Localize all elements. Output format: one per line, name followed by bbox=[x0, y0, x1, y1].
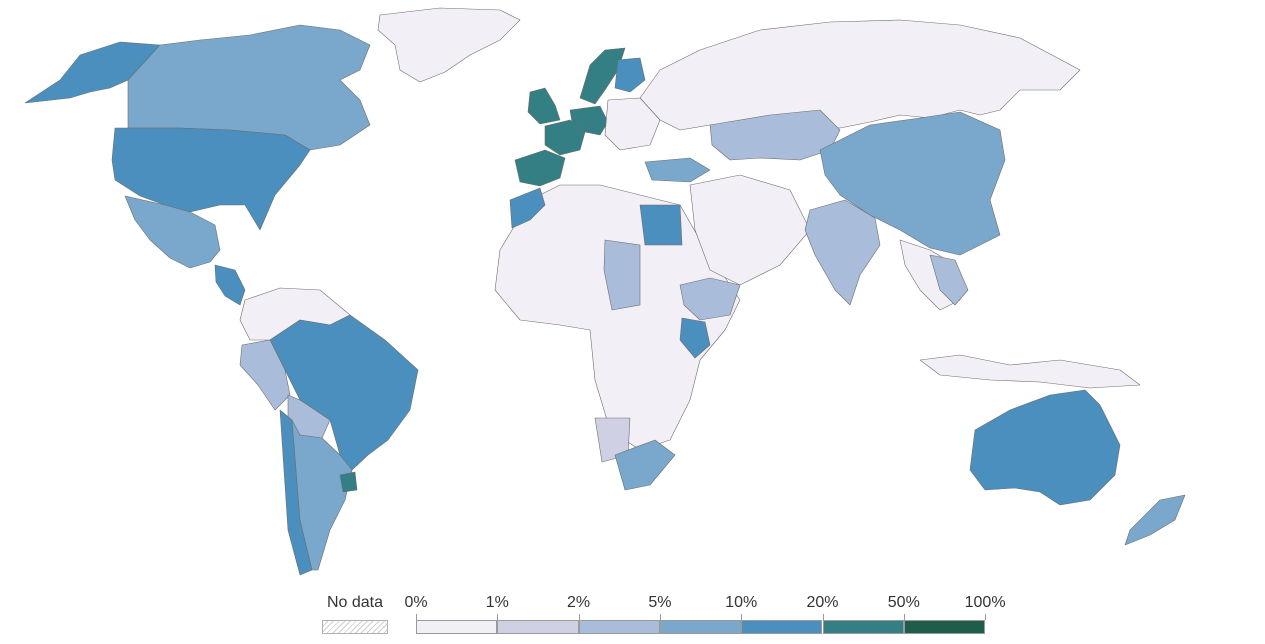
region-india bbox=[804, 199, 881, 306]
region-peru bbox=[239, 339, 291, 411]
region-iberia bbox=[514, 149, 566, 187]
region-australia bbox=[969, 389, 1121, 506]
legend-label: 20% bbox=[806, 594, 839, 611]
legend-swatch bbox=[903, 620, 986, 634]
legend-label: 10% bbox=[725, 594, 758, 611]
region-finland bbox=[614, 57, 646, 93]
legend-swatch bbox=[822, 620, 904, 634]
region-uruguay bbox=[339, 471, 358, 493]
legend-label: 5% bbox=[648, 594, 672, 611]
region-central-america bbox=[214, 264, 246, 306]
region-argentina bbox=[291, 419, 353, 571]
region-russia bbox=[639, 19, 1081, 131]
legend-swatch bbox=[497, 620, 579, 634]
region-kenya bbox=[679, 317, 711, 359]
legend-tick bbox=[416, 614, 417, 620]
legend-swatch bbox=[416, 620, 498, 634]
region-china bbox=[819, 111, 1006, 256]
region-germany bbox=[569, 105, 609, 136]
region-united-states bbox=[111, 127, 311, 231]
region-ethiopia bbox=[679, 277, 741, 321]
region-france bbox=[544, 119, 586, 156]
region-north-africa bbox=[494, 184, 741, 451]
region-egypt bbox=[639, 204, 683, 246]
legend-tick bbox=[903, 614, 905, 620]
region-indonesia bbox=[919, 354, 1141, 389]
legend-label: 0% bbox=[404, 594, 428, 611]
region-vietnam bbox=[929, 254, 969, 306]
region-mexico bbox=[124, 195, 221, 269]
legend-tick bbox=[741, 614, 743, 620]
region-united-kingdom bbox=[527, 87, 561, 125]
region-morocco bbox=[509, 187, 546, 229]
no-data-label: No data bbox=[326, 594, 384, 611]
legend-label: 50% bbox=[887, 594, 920, 611]
region-middle-east bbox=[689, 174, 811, 286]
legend-tick bbox=[822, 614, 824, 620]
region-south-africa bbox=[614, 439, 676, 491]
region-greenland bbox=[377, 7, 521, 83]
legend-label: 2% bbox=[567, 594, 591, 611]
legend-label: 1% bbox=[485, 594, 509, 611]
legend-tick bbox=[578, 614, 580, 620]
region-eastern-europe bbox=[604, 97, 661, 151]
legend-swatch bbox=[741, 620, 823, 634]
region-sudan bbox=[603, 239, 641, 311]
no-data-swatch bbox=[322, 620, 388, 634]
map-legend: No data 0% 1% 2% 5% 10% 20% 50% 100% bbox=[0, 590, 1265, 644]
region-sweden bbox=[579, 47, 626, 105]
legend-tick bbox=[497, 614, 499, 620]
legend-swatch bbox=[578, 620, 660, 634]
region-turkey bbox=[644, 157, 711, 183]
legend-swatch bbox=[659, 620, 742, 634]
region-kazakhstan bbox=[709, 109, 841, 161]
region-new-zealand bbox=[1124, 494, 1186, 546]
legend-tick bbox=[985, 614, 987, 620]
legend-tick bbox=[659, 614, 661, 620]
legend-label-end: 100% bbox=[964, 594, 1006, 611]
world-map bbox=[24, 7, 1186, 576]
